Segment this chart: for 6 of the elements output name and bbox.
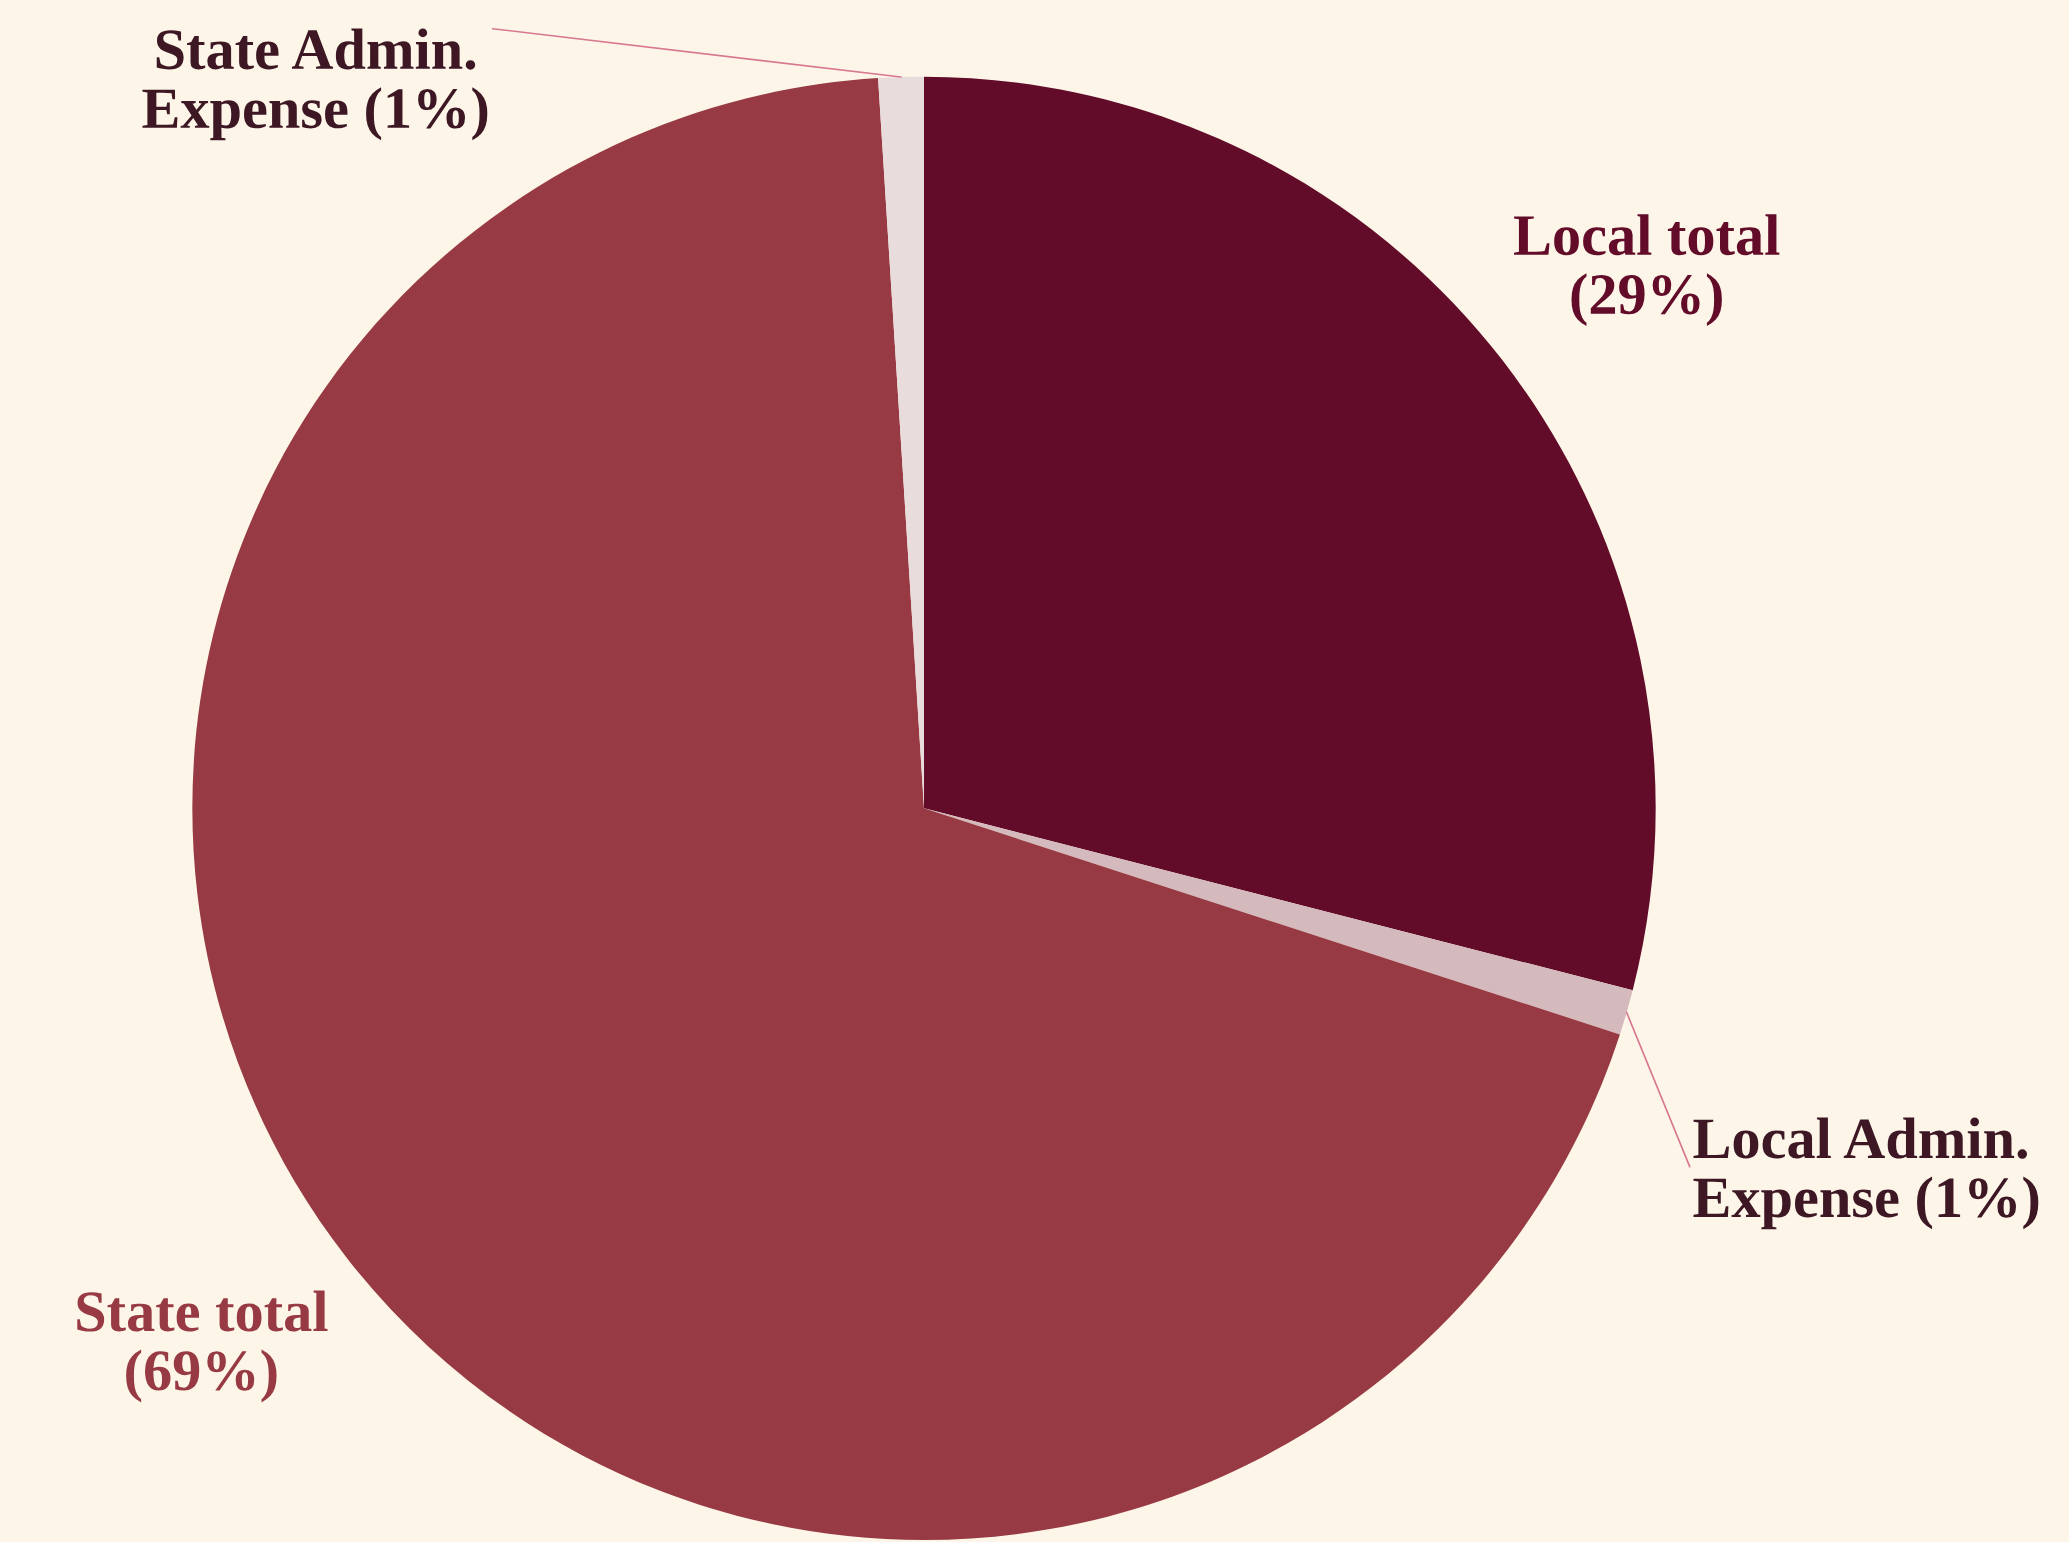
slice-label: Local Admin. Expense (1%) — [1693, 1117, 2039, 1230]
data-label: (69%) — [126, 1349, 277, 1403]
slice-label: Local total — [1514, 214, 1780, 256]
slice-label: State total — [77, 1290, 328, 1332]
slice-label: State Admin. Expense (1%) — [142, 28, 488, 141]
data-label: (29%) — [1571, 273, 1722, 327]
